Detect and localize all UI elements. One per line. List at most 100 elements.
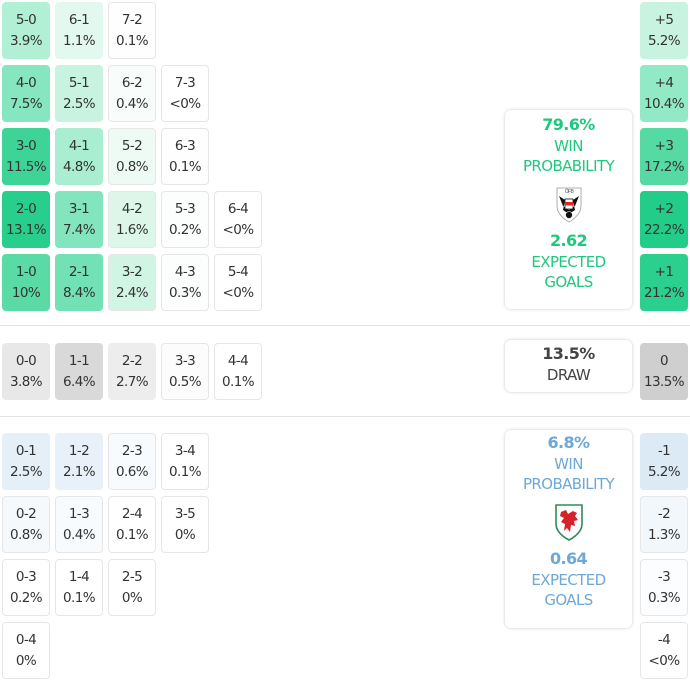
margin-pct: <0%	[648, 652, 681, 669]
draw-probability: 13.5%	[542, 344, 595, 363]
score-pct: 4.8%	[63, 158, 96, 175]
score-pct: 0.8%	[10, 526, 43, 543]
margin-cell: +3 17.2%	[640, 128, 688, 185]
score-pct: 0.1%	[169, 463, 202, 480]
away-win-probability: 6.8%	[547, 433, 591, 452]
score-cell: 1-4 0.1%	[55, 559, 103, 616]
margin-pct: 10.4%	[644, 95, 684, 112]
score-cell: 6-2 0.4%	[108, 65, 156, 122]
score-label: 5-1	[68, 74, 90, 91]
score-cell: 3-4 0.1%	[161, 433, 209, 490]
score-cell: 5-4 <0%	[214, 254, 262, 311]
score-cell: 4-4 0.1%	[214, 343, 262, 400]
score-cell: 6-3 0.1%	[161, 128, 209, 185]
score-label: 4-2	[121, 200, 143, 217]
score-label: 2-0	[15, 200, 37, 217]
score-pct: 0.2%	[10, 589, 43, 606]
margin-pct: 5.2%	[648, 32, 681, 49]
score-label: 4-1	[68, 137, 90, 154]
score-cell: 0-3 0.2%	[2, 559, 50, 616]
score-pct: 0.1%	[116, 32, 149, 49]
score-label: 2-3	[121, 442, 143, 459]
score-pct: <0%	[222, 221, 255, 238]
draw-label: DRAW	[546, 366, 591, 384]
score-cell: 4-1 4.8%	[55, 128, 103, 185]
score-label: 0-1	[15, 442, 37, 459]
score-pct: 6.4%	[63, 373, 96, 390]
away-expected-goals: 0.64	[549, 549, 588, 568]
away-summary-card: 6.8% WIN PROBABILITY 0.64 EXPECTED GOALS	[505, 430, 632, 628]
score-cell: 0-0 3.8%	[2, 343, 50, 400]
margin-pct: 21.2%	[644, 284, 684, 301]
home-summary-card: 79.6% WIN PROBABILITY ÖFB 2.62 EXPECTED …	[505, 110, 632, 309]
margin-pct: 0.3%	[648, 589, 681, 606]
score-label: 3-5	[174, 505, 196, 522]
score-cell: 3-5 0%	[161, 496, 209, 553]
score-label: 4-3	[174, 263, 196, 280]
score-pct: 2.7%	[116, 373, 149, 390]
score-pct: 0.2%	[169, 221, 202, 238]
margin-label: -1	[657, 442, 671, 459]
margin-pct: 13.5%	[644, 373, 684, 390]
score-pct: 2.5%	[63, 95, 96, 112]
score-label: 2-4	[121, 505, 143, 522]
score-label: 4-4	[227, 352, 249, 369]
score-pct: 2.1%	[63, 463, 96, 480]
score-cell: 7-3 <0%	[161, 65, 209, 122]
score-pct: 0.5%	[169, 373, 202, 390]
margin-label: +3	[654, 137, 674, 154]
margin-cell: -1 5.2%	[640, 433, 688, 490]
draw-summary-card: 13.5% DRAW	[505, 340, 632, 392]
score-label: 7-3	[174, 74, 196, 91]
score-cell: 5-2 0.8%	[108, 128, 156, 185]
svg-text:ÖFB: ÖFB	[564, 188, 574, 195]
score-cell: 2-1 8.4%	[55, 254, 103, 311]
score-cell: 1-1 6.4%	[55, 343, 103, 400]
score-label: 1-4	[68, 568, 90, 585]
score-label: 0-4	[15, 631, 37, 648]
margin-cell: +4 10.4%	[640, 65, 688, 122]
score-label: 0-3	[15, 568, 37, 585]
score-cell: 6-4 <0%	[214, 191, 262, 248]
margin-label: +5	[654, 11, 674, 28]
score-label: 2-1	[68, 263, 90, 280]
score-cell: 1-0 10%	[2, 254, 50, 311]
score-cell: 4-2 1.6%	[108, 191, 156, 248]
score-cell: 3-0 11.5%	[2, 128, 50, 185]
score-cell: 0-1 2.5%	[2, 433, 50, 490]
score-pct: 1.6%	[116, 221, 149, 238]
score-pct: 0.1%	[222, 373, 255, 390]
score-cell: 5-3 0.2%	[161, 191, 209, 248]
away-xg-label: EXPECTED GOALS	[531, 571, 606, 609]
score-pct: 3.9%	[10, 32, 43, 49]
score-pct: 7.4%	[63, 221, 96, 238]
score-cell: 3-1 7.4%	[55, 191, 103, 248]
margin-cell: +5 5.2%	[640, 2, 688, 59]
score-label: 3-1	[68, 200, 90, 217]
score-label: 1-0	[15, 263, 37, 280]
margin-label: +4	[654, 74, 674, 91]
score-pct: 0.1%	[116, 526, 149, 543]
home-win-probability: 79.6%	[542, 115, 595, 134]
score-cell: 2-3 0.6%	[108, 433, 156, 490]
score-pct: <0%	[222, 284, 255, 301]
score-pct: 8.4%	[63, 284, 96, 301]
score-cell: 0-2 0.8%	[2, 496, 50, 553]
score-label: 1-1	[68, 352, 90, 369]
score-pct: 0.1%	[169, 158, 202, 175]
score-cell: 7-2 0.1%	[108, 2, 156, 59]
home-expected-goals: 2.62	[549, 231, 588, 250]
margin-label: +2	[654, 200, 674, 217]
score-pct: 2.5%	[10, 463, 43, 480]
margin-pct: 17.2%	[644, 158, 684, 175]
score-label: 3-0	[15, 137, 37, 154]
score-pct: 0%	[15, 652, 37, 669]
score-pct: 2.4%	[116, 284, 149, 301]
score-label: 3-3	[174, 352, 196, 369]
score-label: 6-2	[121, 74, 143, 91]
score-pct: 10%	[11, 284, 41, 301]
score-label: 6-3	[174, 137, 196, 154]
wales-dragon-crest-icon	[554, 504, 583, 541]
margin-cell: +2 22.2%	[640, 191, 688, 248]
score-label: 0-0	[15, 352, 37, 369]
